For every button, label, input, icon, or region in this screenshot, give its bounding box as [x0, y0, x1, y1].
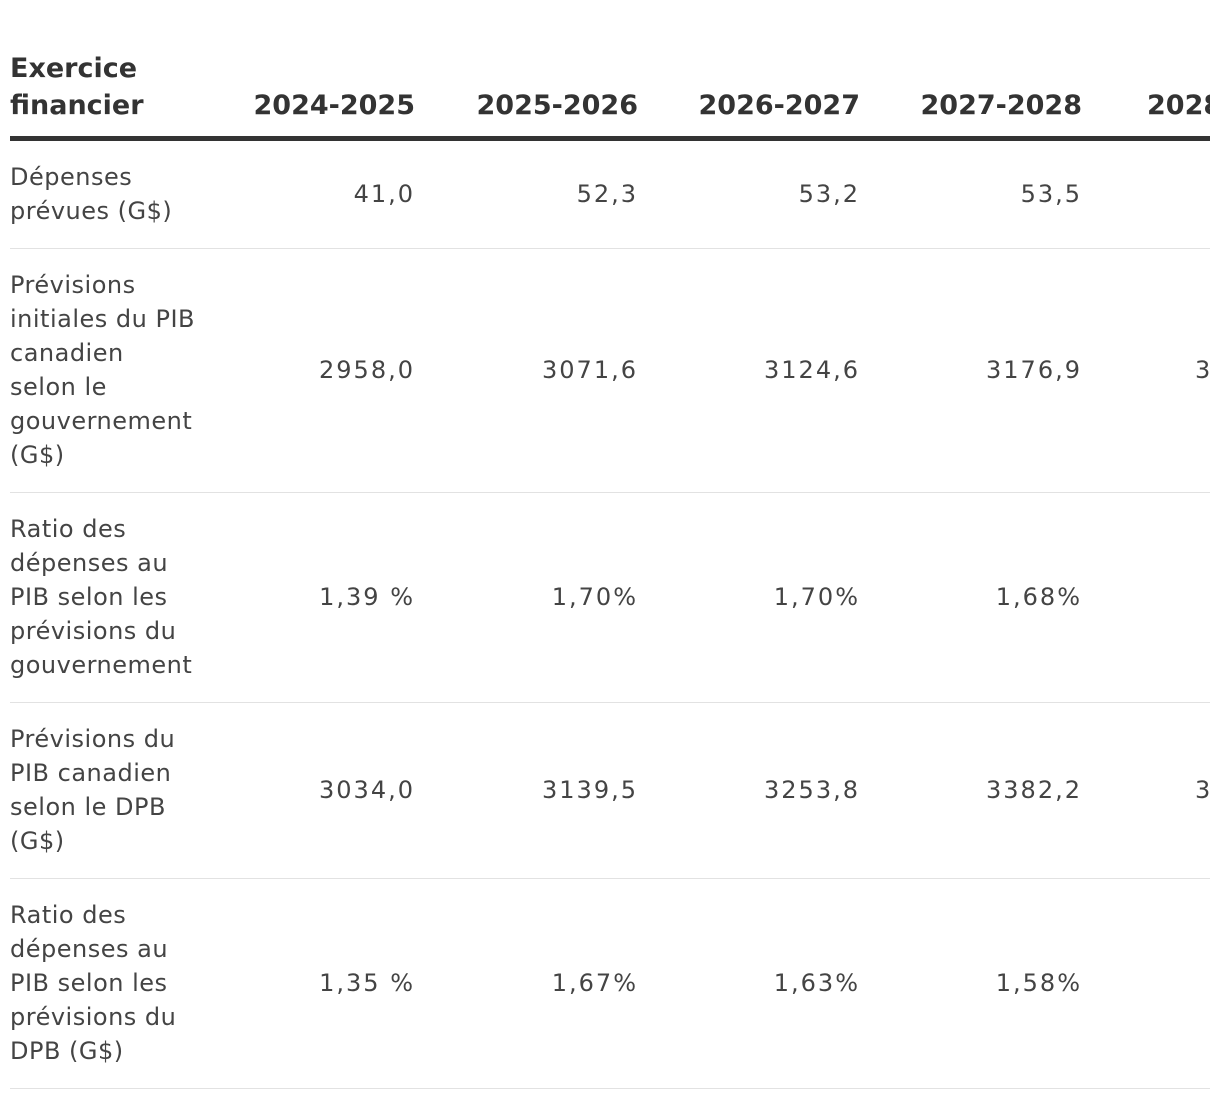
cell-value: 3034,0	[200, 702, 415, 879]
column-header: 2025-2026	[415, 50, 638, 141]
cell-value: 3253,8	[638, 702, 860, 879]
cell-value: 53,2	[638, 138, 860, 249]
cell-value: 1,68%	[860, 492, 1082, 703]
cell-value: 3139,5	[415, 702, 638, 879]
cell	[1082, 138, 1210, 249]
column-header: 2027-2028	[860, 50, 1082, 141]
row-label: Prévisions du PIB canadien selon le DPB …	[10, 702, 200, 879]
column-header: Exercice financier	[10, 50, 200, 141]
cell	[1082, 878, 1210, 1089]
cell-value: 1,70%	[638, 492, 860, 703]
table-row: Ratio des dépenses au PIB selon les prév…	[10, 878, 1210, 1089]
table-row: Prévisions initiales du PIB canadien sel…	[10, 248, 1210, 493]
cell-value: 3071,6	[415, 248, 638, 493]
cell-value: 52,3	[415, 138, 638, 249]
row-label: Dépenses prévues (G$)	[10, 138, 200, 249]
cell-value: 1,35 %	[200, 878, 415, 1089]
column-header: 2026-2027	[638, 50, 860, 141]
cell-value: 3382,2	[860, 702, 1082, 879]
cell-value: 3	[1082, 248, 1210, 493]
column-header: 2024-2025	[200, 50, 415, 141]
table-row: Prévisions du PIB canadien selon le DPB …	[10, 702, 1210, 879]
column-header: 2028	[1082, 50, 1210, 141]
table-row: Dépenses prévues (G$) 41,0 52,3 53,2 53,5	[10, 138, 1210, 249]
cell-value: 2958,0	[200, 248, 415, 493]
row-label: Ratio des dépenses au PIB selon les prév…	[10, 492, 200, 703]
cell-value: 1,67%	[415, 878, 638, 1089]
cell-value: 1,70%	[415, 492, 638, 703]
cell-value: 3176,9	[860, 248, 1082, 493]
cell-value: 1,63%	[638, 878, 860, 1089]
cell	[1082, 492, 1210, 703]
cell-value: 3	[1082, 702, 1210, 879]
data-table: Exercice financier 2024-2025 2025-2026 2026…	[10, 50, 1210, 1089]
table-body: Dépenses prévues (G$) 41,0 52,3 53,2 53,5 Pré…	[10, 138, 1210, 1089]
row-label: Ratio des dépenses au PIB selon les prév…	[10, 878, 200, 1089]
cell-value: 3124,6	[638, 248, 860, 493]
table-row: Ratio des dépenses au PIB selon les prév…	[10, 492, 1210, 703]
cell-value: 41,0	[200, 138, 415, 249]
cell-value: 53,5	[860, 138, 1082, 249]
table-container: Exercice financier 2024-2025 2025-2026 2026…	[10, 50, 1210, 1089]
cell-value: 1,58%	[860, 878, 1082, 1089]
header-row: Exercice financier 2024-2025 2025-2026 2026…	[10, 50, 1210, 141]
cell-value: 1,39 %	[200, 492, 415, 703]
row-label: Prévisions initiales du PIB canadien sel…	[10, 248, 200, 493]
